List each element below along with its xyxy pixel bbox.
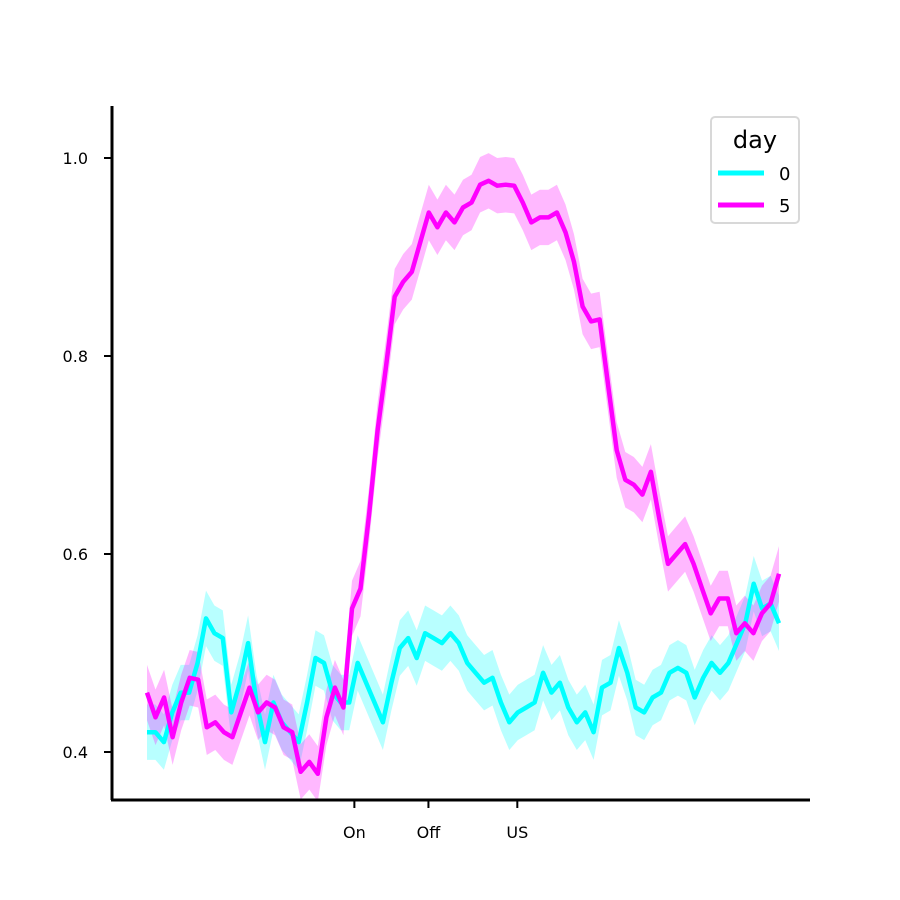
series-layer — [144, 153, 782, 802]
y-tick-label: 1.0 — [63, 149, 88, 168]
series-line-day-5 — [144, 178, 782, 777]
x-tick-label: Off — [417, 823, 442, 842]
legend-frame — [710, 116, 800, 224]
legend-title: day — [733, 126, 777, 154]
y-tick-label: 0.6 — [63, 545, 88, 564]
legend-label-day-5: 5 — [779, 196, 790, 217]
x-tick-label: US — [506, 823, 528, 842]
legend-label-day-0: 0 — [779, 164, 790, 185]
y-tick-label: 0.8 — [63, 347, 88, 366]
legend: day 0 5 — [710, 116, 800, 224]
y-axis-ticks: 0.4 0.6 0.8 1.0 — [63, 149, 112, 762]
y-tick-label: 0.4 — [63, 743, 88, 762]
x-axis-ticks: On Off US — [343, 800, 528, 842]
series-line-day-0 — [147, 581, 782, 745]
x-tick-label: On — [343, 823, 366, 842]
